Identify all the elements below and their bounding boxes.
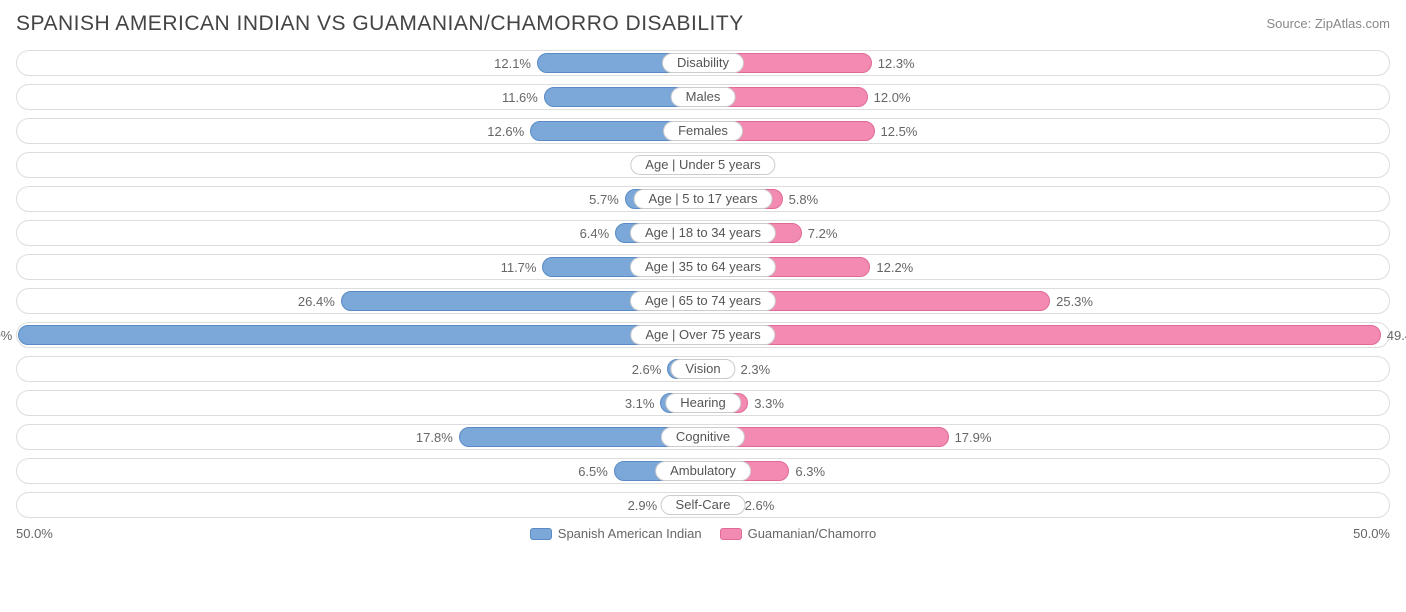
value-left: 2.9% — [628, 493, 658, 519]
legend-label-left: Spanish American Indian — [558, 526, 702, 541]
legend-item-right: Guamanian/Chamorro — [720, 526, 877, 541]
row-label: Self-Care — [661, 495, 746, 515]
chart-header: SPANISH AMERICAN INDIAN VS GUAMANIAN/CHA… — [16, 12, 1390, 36]
legend-label-right: Guamanian/Chamorro — [748, 526, 877, 541]
value-left: 3.1% — [625, 391, 655, 417]
chart-footer: 50.0% Spanish American Indian Guamanian/… — [16, 526, 1390, 541]
chart-row: 26.4% 25.3% Age | 65 to 74 years — [16, 288, 1390, 314]
row-label: Ambulatory — [655, 461, 751, 481]
value-left: 49.9% — [0, 323, 12, 349]
chart-row: 3.1% 3.3% Hearing — [16, 390, 1390, 416]
value-left: 26.4% — [298, 289, 335, 315]
value-right: 6.3% — [795, 459, 825, 485]
chart-row: 11.7% 12.2% Age | 35 to 64 years — [16, 254, 1390, 280]
row-label: Age | Over 75 years — [630, 325, 775, 345]
value-left: 2.6% — [632, 357, 662, 383]
chart-row: 1.3%1.2%Age | Under 5 years — [16, 152, 1390, 178]
chart-row: 6.5% 6.3% Ambulatory — [16, 458, 1390, 484]
value-left: 6.5% — [578, 459, 608, 485]
value-left: 12.6% — [487, 119, 524, 145]
chart-legend: Spanish American Indian Guamanian/Chamor… — [530, 526, 876, 541]
chart-source: Source: ZipAtlas.com — [1266, 16, 1390, 31]
value-right: 2.3% — [741, 357, 771, 383]
row-label: Age | 18 to 34 years — [630, 223, 776, 243]
axis-right-max: 50.0% — [1353, 526, 1390, 541]
row-label: Age | 35 to 64 years — [630, 257, 776, 277]
value-right: 49.4% — [1387, 323, 1406, 349]
value-left: 6.4% — [580, 221, 610, 247]
chart-row: 2.9% 2.6%Self-Care — [16, 492, 1390, 518]
chart-row: 5.7% 5.8% Age | 5 to 17 years — [16, 186, 1390, 212]
row-label: Disability — [662, 53, 744, 73]
row-label: Vision — [670, 359, 735, 379]
chart-row: 12.6% 12.5% Females — [16, 118, 1390, 144]
diverging-bar-chart: 12.1% 12.3% Disability 11.6% 12.0% Males 12.6%… — [16, 50, 1390, 518]
value-right: 5.8% — [789, 187, 819, 213]
row-label: Females — [663, 121, 743, 141]
value-right: 12.5% — [881, 119, 918, 145]
row-label: Cognitive — [661, 427, 745, 447]
value-left: 12.1% — [494, 51, 531, 77]
row-label: Age | Under 5 years — [630, 155, 775, 175]
value-left: 11.6% — [502, 85, 538, 111]
legend-item-left: Spanish American Indian — [530, 526, 702, 541]
row-label: Age | 5 to 17 years — [634, 189, 773, 209]
legend-swatch-left — [530, 528, 552, 540]
bar-right — [703, 325, 1381, 345]
chart-row: 12.1% 12.3% Disability — [16, 50, 1390, 76]
chart-title: SPANISH AMERICAN INDIAN VS GUAMANIAN/CHA… — [16, 12, 744, 36]
value-right: 12.2% — [876, 255, 913, 281]
value-right: 12.3% — [878, 51, 915, 77]
value-left: 17.8% — [416, 425, 453, 451]
chart-row: 6.4% 7.2% Age | 18 to 34 years — [16, 220, 1390, 246]
legend-swatch-right — [720, 528, 742, 540]
value-right: 12.0% — [874, 85, 911, 111]
chart-row: 17.8% 17.9% Cognitive — [16, 424, 1390, 450]
value-right: 3.3% — [754, 391, 784, 417]
row-label: Hearing — [665, 393, 741, 413]
axis-left-max: 50.0% — [16, 526, 53, 541]
value-left: 5.7% — [589, 187, 619, 213]
chart-row: 49.9%49.4%Age | Over 75 years — [16, 322, 1390, 348]
value-right: 17.9% — [955, 425, 992, 451]
chart-row: 2.6% 2.3% Vision — [16, 356, 1390, 382]
row-label: Age | 65 to 74 years — [630, 291, 776, 311]
value-right: 7.2% — [808, 221, 838, 247]
value-right: 25.3% — [1056, 289, 1093, 315]
chart-row: 11.6% 12.0% Males — [16, 84, 1390, 110]
bar-left — [18, 325, 703, 345]
row-label: Males — [671, 87, 736, 107]
value-left: 11.7% — [501, 255, 537, 281]
value-right: 2.6% — [745, 493, 775, 519]
